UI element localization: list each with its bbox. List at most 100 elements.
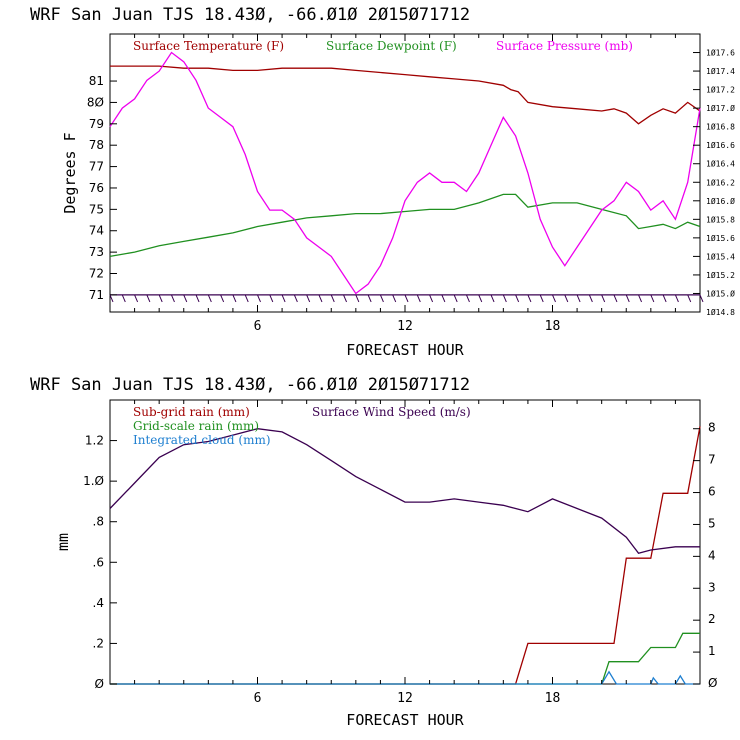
wind-barb [539, 294, 544, 303]
series-line-surface-pressure-mb [109, 51, 701, 295]
wind-barb [674, 294, 679, 303]
wind-barb [232, 294, 237, 303]
wind-barb [650, 294, 655, 303]
y2-tick-label: 1Ø17.6 [706, 48, 735, 58]
wind-barb [588, 294, 593, 303]
y-tick-label: 1.2 [85, 434, 104, 448]
x-tick-label: 18 [545, 319, 561, 334]
wind-barb [465, 294, 470, 303]
wind-barb [601, 294, 606, 303]
wind-barb [613, 294, 618, 303]
y2-tick-label: 1Ø15.8 [706, 214, 735, 224]
wind-barb [207, 294, 212, 303]
chart2-y-axis-label: mm [54, 533, 72, 551]
series-line-sub-grid-rain-mm [110, 426, 701, 685]
wind-barb [625, 294, 630, 303]
chart1-plot-frame [109, 33, 701, 313]
wind-barb [170, 294, 175, 303]
y2-tick-label: 4 [708, 548, 716, 562]
x-tick-label: 12 [397, 691, 413, 706]
wind-barb [502, 294, 507, 303]
legend-entry-surface-dewpoint-f: Surface Dewpoint (F) [326, 39, 457, 53]
y2-tick-label: 3 [708, 580, 716, 594]
y-tick-label: 8Ø [87, 95, 104, 109]
y2-tick-label: Ø [708, 676, 717, 690]
legend-entry-surface-temperature-f: Surface Temperature (F) [133, 39, 284, 53]
y-tick-label: .8 [93, 515, 104, 529]
y-tick-label: 76 [89, 181, 104, 195]
wind-barb [269, 294, 274, 303]
wind-barb [158, 294, 163, 303]
y2-tick-label: 1Ø16.6 [706, 140, 735, 150]
chart2-series [109, 426, 701, 685]
y2-tick-label: 6 [708, 485, 716, 499]
wind-barb [220, 294, 225, 303]
wind-barb [379, 294, 384, 303]
y2-tick-label: 1Ø14.8 [706, 307, 735, 317]
series-line-surface-wind-speed-m-s [109, 428, 700, 554]
legend-entry-surface-wind-speed-m-s: Surface Wind Speed (m/s) [312, 405, 471, 419]
legend-entry-integrated-cloud-mm: Integrated cloud (mm) [133, 433, 271, 447]
wind-barb [515, 294, 520, 303]
y2-tick-label: 1Ø17.4 [706, 66, 735, 76]
wind-barb [244, 294, 249, 303]
chart2-x-axis-label: FORECAST HOUR [346, 711, 464, 729]
series-line-surface-dewpoint-f [109, 193, 701, 258]
chart1-axes: 6 12 18 71 72 73 74 75 76 77 78 79 8Ø 81 1Ø14.8 1Ø15.Ø 1… [87, 34, 735, 334]
y2-tick-label: 1Ø16.8 [706, 122, 735, 132]
y2-tick-label: 1Ø15.4 [706, 251, 735, 261]
wind-barb [134, 294, 139, 303]
y-tick-label: 77 [89, 160, 104, 174]
wind-barb [416, 294, 421, 303]
wind-barb [392, 294, 397, 303]
wind-barb [343, 294, 348, 303]
y2-tick-label: 1 [708, 644, 716, 658]
wind-barb [699, 294, 704, 303]
chart1-wind-barbs [109, 294, 704, 303]
y-tick-label: .2 [93, 636, 104, 650]
chart1-title: WRF San Juan TJS 18.43Ø, -66.Ø1Ø 2Ø15Ø71… [30, 5, 470, 25]
wind-barb [662, 294, 667, 303]
chart2-legend: Sub-grid rain (mm)Grid-scale rain (mm)In… [133, 405, 471, 447]
y-tick-label: 75 [89, 202, 104, 216]
series-line-grid-scale-rain-mm [110, 632, 700, 685]
y-tick-label: Ø [95, 677, 104, 691]
y2-tick-label: 1Ø17.Ø [706, 103, 735, 113]
y2-tick-label: 1Ø15.2 [706, 270, 735, 280]
x-tick-label: 6 [254, 319, 262, 334]
y2-tick-label: 1Ø16.Ø [706, 196, 735, 206]
y2-tick-label: 1Ø16.4 [706, 159, 735, 169]
wind-barb [441, 294, 446, 303]
y-tick-label: 71 [89, 288, 104, 302]
y-tick-label: 74 [89, 224, 104, 238]
y-tick-label: 78 [89, 138, 104, 152]
wind-barb [490, 294, 495, 303]
y-tick-label: .4 [93, 596, 104, 610]
x-tick-label: 12 [397, 319, 413, 334]
chart1-y-axis-label: Degrees F [61, 132, 79, 213]
wind-barb [576, 294, 581, 303]
y2-tick-label: 7 [708, 453, 716, 467]
y2-tick-label: 1Ø17.2 [706, 85, 735, 95]
y-tick-label: 1.Ø [83, 474, 104, 488]
x-tick-label: 6 [254, 691, 262, 706]
wind-barb [453, 294, 458, 303]
wind-barb [330, 294, 335, 303]
y-tick-label: 72 [89, 267, 104, 281]
wind-barb [478, 294, 483, 303]
chart2-title: WRF San Juan TJS 18.43Ø, -66.Ø1Ø 2Ø15Ø71… [30, 375, 470, 395]
wind-barb [257, 294, 261, 303]
temperature-pressure-chart: WRF San Juan TJS 18.43Ø, -66.Ø1Ø 2Ø15Ø71… [30, 5, 735, 359]
y2-tick-label: 1Ø16.2 [706, 177, 735, 187]
chart1-series [109, 51, 701, 295]
series-line-surface-temperature-f [110, 65, 701, 125]
wind-barb [281, 294, 286, 303]
y-tick-label: 79 [89, 117, 104, 131]
y2-tick-label: 5 [708, 516, 716, 530]
wind-barb [564, 294, 569, 303]
wind-barb [318, 294, 323, 303]
wind-barb [367, 294, 372, 303]
legend-entry-grid-scale-rain-mm: Grid-scale rain (mm) [133, 419, 259, 433]
wind-barb [552, 294, 556, 303]
